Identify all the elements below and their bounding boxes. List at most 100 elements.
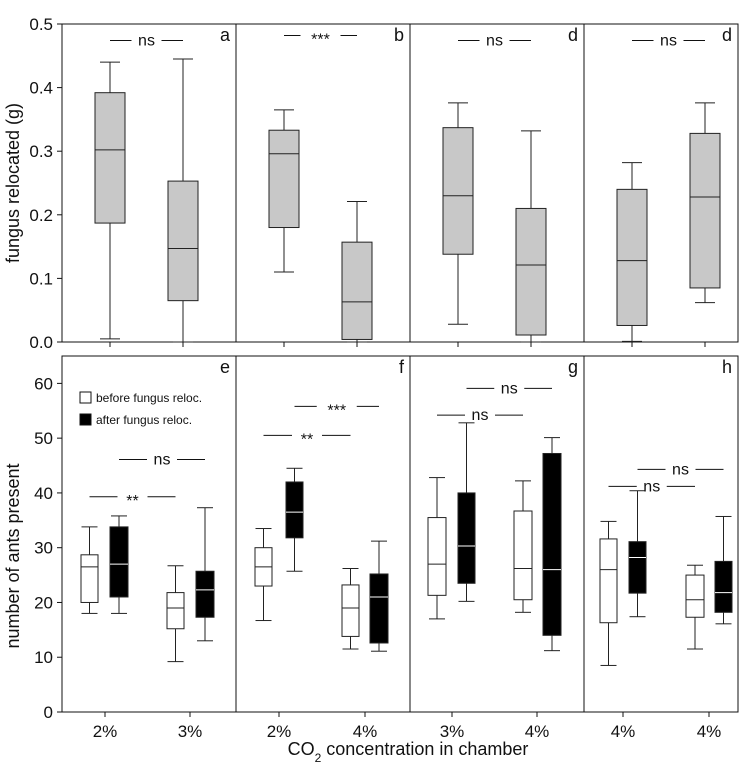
x-tick-label: 4% bbox=[611, 722, 636, 741]
box-white-0 bbox=[80, 526, 99, 614]
box-iqr bbox=[167, 180, 199, 302]
y-tick-label: 0.2 bbox=[29, 206, 53, 225]
panel-frame bbox=[235, 23, 411, 343]
bottom-y-axis-title: number of ants present bbox=[3, 463, 23, 648]
y-tick-label: 0.1 bbox=[29, 269, 53, 288]
box-white-0 bbox=[254, 528, 273, 622]
panel-e-4: 0 10 20 30 40 50 60 2% 3% e ns ** bbox=[34, 355, 237, 741]
y-tick-label: 10 bbox=[34, 648, 53, 667]
panel-frame bbox=[61, 23, 237, 343]
box-black-1 bbox=[628, 490, 647, 618]
panel-letter: h bbox=[722, 357, 732, 377]
box-gray-1 bbox=[515, 130, 547, 343]
panel-letter: b bbox=[394, 25, 404, 45]
panel-b-1: b *** bbox=[235, 23, 411, 347]
box-gray-1 bbox=[167, 58, 199, 343]
panel-frame bbox=[583, 23, 739, 343]
panel-d-2: d ns bbox=[409, 23, 585, 347]
box-white-2 bbox=[341, 568, 360, 650]
box-iqr bbox=[685, 574, 705, 618]
y-tick-label: 40 bbox=[34, 484, 53, 503]
x-axis-title: CO2 concentration in chamber bbox=[288, 739, 529, 765]
panel-letter: e bbox=[220, 357, 230, 377]
sig-label: ns bbox=[660, 33, 677, 50]
box-black-3 bbox=[714, 515, 733, 625]
panel-letter: d bbox=[568, 25, 578, 45]
box-black-3 bbox=[542, 437, 562, 652]
box-iqr bbox=[369, 573, 389, 644]
box-gray-1 bbox=[341, 200, 373, 343]
sig-label: ** bbox=[301, 431, 313, 448]
box-black-3 bbox=[369, 540, 389, 652]
box-iqr bbox=[94, 92, 126, 224]
box-iqr bbox=[166, 592, 185, 630]
sig-label: ns bbox=[501, 380, 518, 397]
panel-f-5: 2% 4%f***** bbox=[235, 355, 411, 741]
panel-frame bbox=[409, 23, 585, 343]
box-white-2 bbox=[513, 480, 533, 613]
box-black-1 bbox=[109, 515, 129, 614]
x-tick-label: 3% bbox=[178, 722, 203, 741]
y-tick-label: 0.5 bbox=[29, 15, 53, 34]
box-iqr bbox=[427, 517, 447, 596]
x-tick-label: 3% bbox=[440, 722, 465, 741]
box-iqr bbox=[341, 241, 373, 340]
y-tick-label: 0 bbox=[44, 703, 53, 722]
sig-label: ns bbox=[672, 461, 689, 478]
panel-frame bbox=[61, 355, 237, 713]
legend-label-before: before fungus reloc. bbox=[96, 391, 202, 405]
box-iqr bbox=[599, 538, 618, 624]
box-gray-1 bbox=[689, 102, 721, 304]
top-y-axis-title: fungus relocated (g) bbox=[3, 103, 23, 263]
box-gray-0 bbox=[616, 162, 648, 342]
legend-swatch-after bbox=[79, 413, 92, 426]
x-tick-label: 2% bbox=[267, 722, 292, 741]
box-gray-0 bbox=[268, 109, 300, 273]
sig-label: ns bbox=[138, 33, 155, 50]
box-white-2 bbox=[685, 564, 705, 650]
box-iqr bbox=[689, 132, 721, 289]
sig-label: ns bbox=[643, 478, 660, 495]
box-iqr bbox=[515, 207, 547, 336]
box-iqr bbox=[513, 510, 533, 601]
box-iqr bbox=[285, 481, 304, 539]
box-iqr bbox=[714, 560, 733, 613]
sig-label: *** bbox=[311, 31, 330, 48]
legend-label-after: after fungus reloc. bbox=[96, 413, 192, 427]
sig-label: ns bbox=[472, 407, 489, 424]
x-tick-label: 4% bbox=[353, 722, 378, 741]
box-black-1 bbox=[285, 467, 304, 572]
legend-swatch-before bbox=[79, 391, 92, 404]
box-iqr bbox=[80, 554, 99, 603]
panel-frame bbox=[235, 355, 411, 713]
y-tick-label: 30 bbox=[34, 539, 53, 558]
x-tick-label: 2% bbox=[93, 722, 118, 741]
box-black-3 bbox=[195, 507, 215, 642]
y-tick-label: 0.4 bbox=[29, 79, 53, 98]
sig-label: ** bbox=[126, 493, 138, 510]
box-white-0 bbox=[427, 477, 447, 620]
x-tick-label: 4% bbox=[697, 722, 722, 741]
box-iqr bbox=[109, 526, 129, 598]
box-gray-0 bbox=[442, 102, 474, 325]
box-iqr bbox=[268, 129, 300, 229]
box-iqr bbox=[616, 188, 648, 326]
box-iqr bbox=[442, 127, 474, 255]
y-tick-label: 0.0 bbox=[29, 333, 53, 352]
y-tick-label: 60 bbox=[34, 374, 53, 393]
box-iqr bbox=[195, 570, 215, 618]
box-iqr bbox=[457, 492, 476, 584]
panel-letter: d bbox=[722, 25, 732, 45]
sig-label: *** bbox=[327, 402, 346, 419]
panel-letter: f bbox=[399, 357, 405, 377]
box-iqr bbox=[341, 584, 360, 637]
panel-letter: a bbox=[220, 25, 231, 45]
box-iqr bbox=[542, 452, 562, 636]
panel-a-0: 0.0 0.1 0.2 0.3 0.4 0.5 a ns bbox=[29, 15, 237, 352]
panel-frame bbox=[583, 355, 739, 713]
box-white-2 bbox=[166, 565, 185, 663]
box-gray-0 bbox=[94, 61, 126, 340]
